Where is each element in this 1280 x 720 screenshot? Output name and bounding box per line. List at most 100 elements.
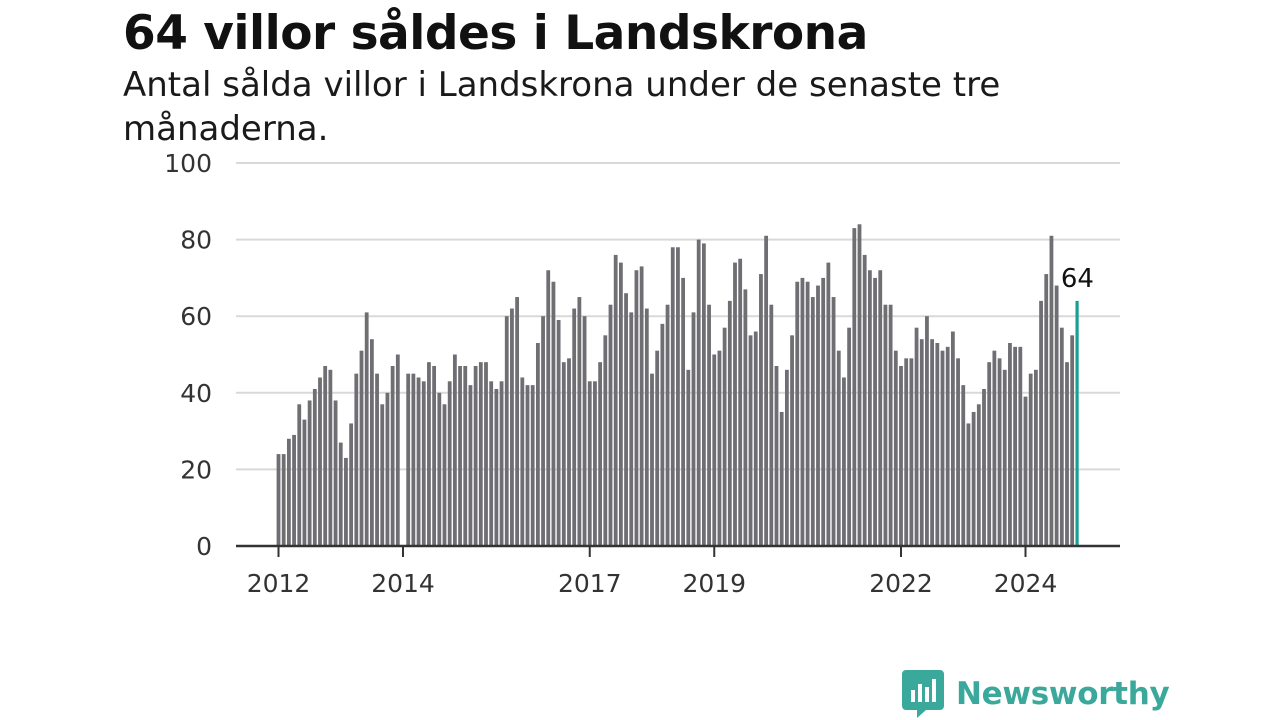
bar: [364, 312, 369, 546]
bar: [862, 254, 867, 547]
bar: [1023, 396, 1028, 546]
bar: [504, 316, 509, 546]
bar: [530, 385, 535, 546]
bar: [945, 346, 950, 546]
bar: [629, 312, 634, 546]
bar: [338, 442, 343, 546]
bar: [546, 270, 551, 546]
x-tick-label: 2012: [247, 569, 311, 598]
bar: [976, 404, 981, 546]
bar: [935, 343, 940, 546]
bar: [349, 423, 354, 546]
bar: [598, 362, 603, 546]
bar: [525, 385, 530, 546]
bar: [639, 266, 644, 546]
bar: [1059, 327, 1064, 546]
bar: [458, 365, 462, 546]
bar: [743, 289, 748, 546]
bar: [712, 354, 717, 546]
bar: [1002, 369, 1007, 546]
bar: [312, 388, 317, 546]
bar: [696, 239, 701, 546]
bar: [769, 304, 774, 546]
newsworthy-chart-bubble-icon: [902, 670, 944, 718]
bar: [618, 262, 623, 546]
bar: [499, 381, 504, 546]
bar: [727, 300, 732, 546]
bar: [494, 388, 499, 546]
bar: [873, 277, 877, 546]
bar: [914, 327, 919, 546]
bar: [1033, 369, 1038, 546]
bar: [302, 419, 307, 546]
bar: [437, 392, 442, 546]
y-tick-label: 60: [180, 302, 212, 331]
bar: [644, 308, 649, 546]
chart-subtitle: Antal sålda villor i Landskrona under de…: [123, 65, 1001, 149]
bar: [520, 377, 525, 546]
bar: [759, 274, 763, 546]
bar: [764, 235, 769, 546]
bar: [624, 293, 628, 546]
bar: [281, 454, 286, 546]
bar: [468, 385, 473, 546]
brand-name: Newsworthy: [956, 676, 1170, 712]
bar: [883, 304, 888, 546]
highlight-bar: [1075, 300, 1079, 546]
x-tick-label: 2019: [682, 569, 746, 598]
bar: [375, 373, 379, 546]
bar: [1013, 346, 1018, 546]
bar: [753, 331, 758, 546]
bar: [930, 339, 935, 546]
bar: [956, 358, 960, 546]
bar: [572, 308, 577, 546]
bar: [831, 297, 836, 546]
bar: [344, 457, 348, 546]
bar: [826, 262, 831, 546]
bar: [847, 327, 852, 546]
bar: [987, 362, 992, 546]
bar: [577, 297, 582, 546]
bar: [318, 377, 322, 546]
bar: [795, 281, 800, 546]
bar: [997, 358, 1002, 546]
bar: [966, 423, 971, 546]
bar: [613, 254, 618, 547]
bar: [463, 365, 468, 546]
bar: [909, 358, 914, 546]
bar: [582, 316, 587, 546]
bar: [774, 365, 779, 546]
bar: [660, 323, 665, 546]
bar: [432, 365, 437, 546]
bar: [805, 281, 810, 546]
bar: [670, 247, 675, 546]
bar: [411, 373, 416, 546]
bar: [852, 228, 857, 547]
y-tick-label: 20: [180, 455, 212, 484]
bar: [857, 224, 862, 546]
bar: [561, 362, 566, 546]
bar: [328, 369, 333, 546]
bar: [810, 297, 815, 546]
bar: [816, 285, 820, 546]
bar: [1039, 300, 1043, 546]
bar: [478, 362, 483, 546]
y-tick-label: 80: [180, 226, 212, 255]
bar: [655, 350, 660, 546]
bar: [701, 243, 706, 546]
bar: [717, 350, 722, 546]
bar: [276, 454, 281, 546]
bar: [919, 339, 924, 546]
bar: [510, 308, 514, 546]
bar: [380, 404, 385, 546]
bar: [1054, 285, 1059, 546]
bar: [733, 262, 737, 546]
bar: [790, 335, 794, 546]
bar: [738, 258, 743, 546]
bar: [904, 358, 909, 546]
bar: [784, 369, 789, 546]
x-tick-label: 2024: [994, 569, 1058, 598]
bars: [276, 224, 1079, 547]
bar: [556, 320, 561, 546]
